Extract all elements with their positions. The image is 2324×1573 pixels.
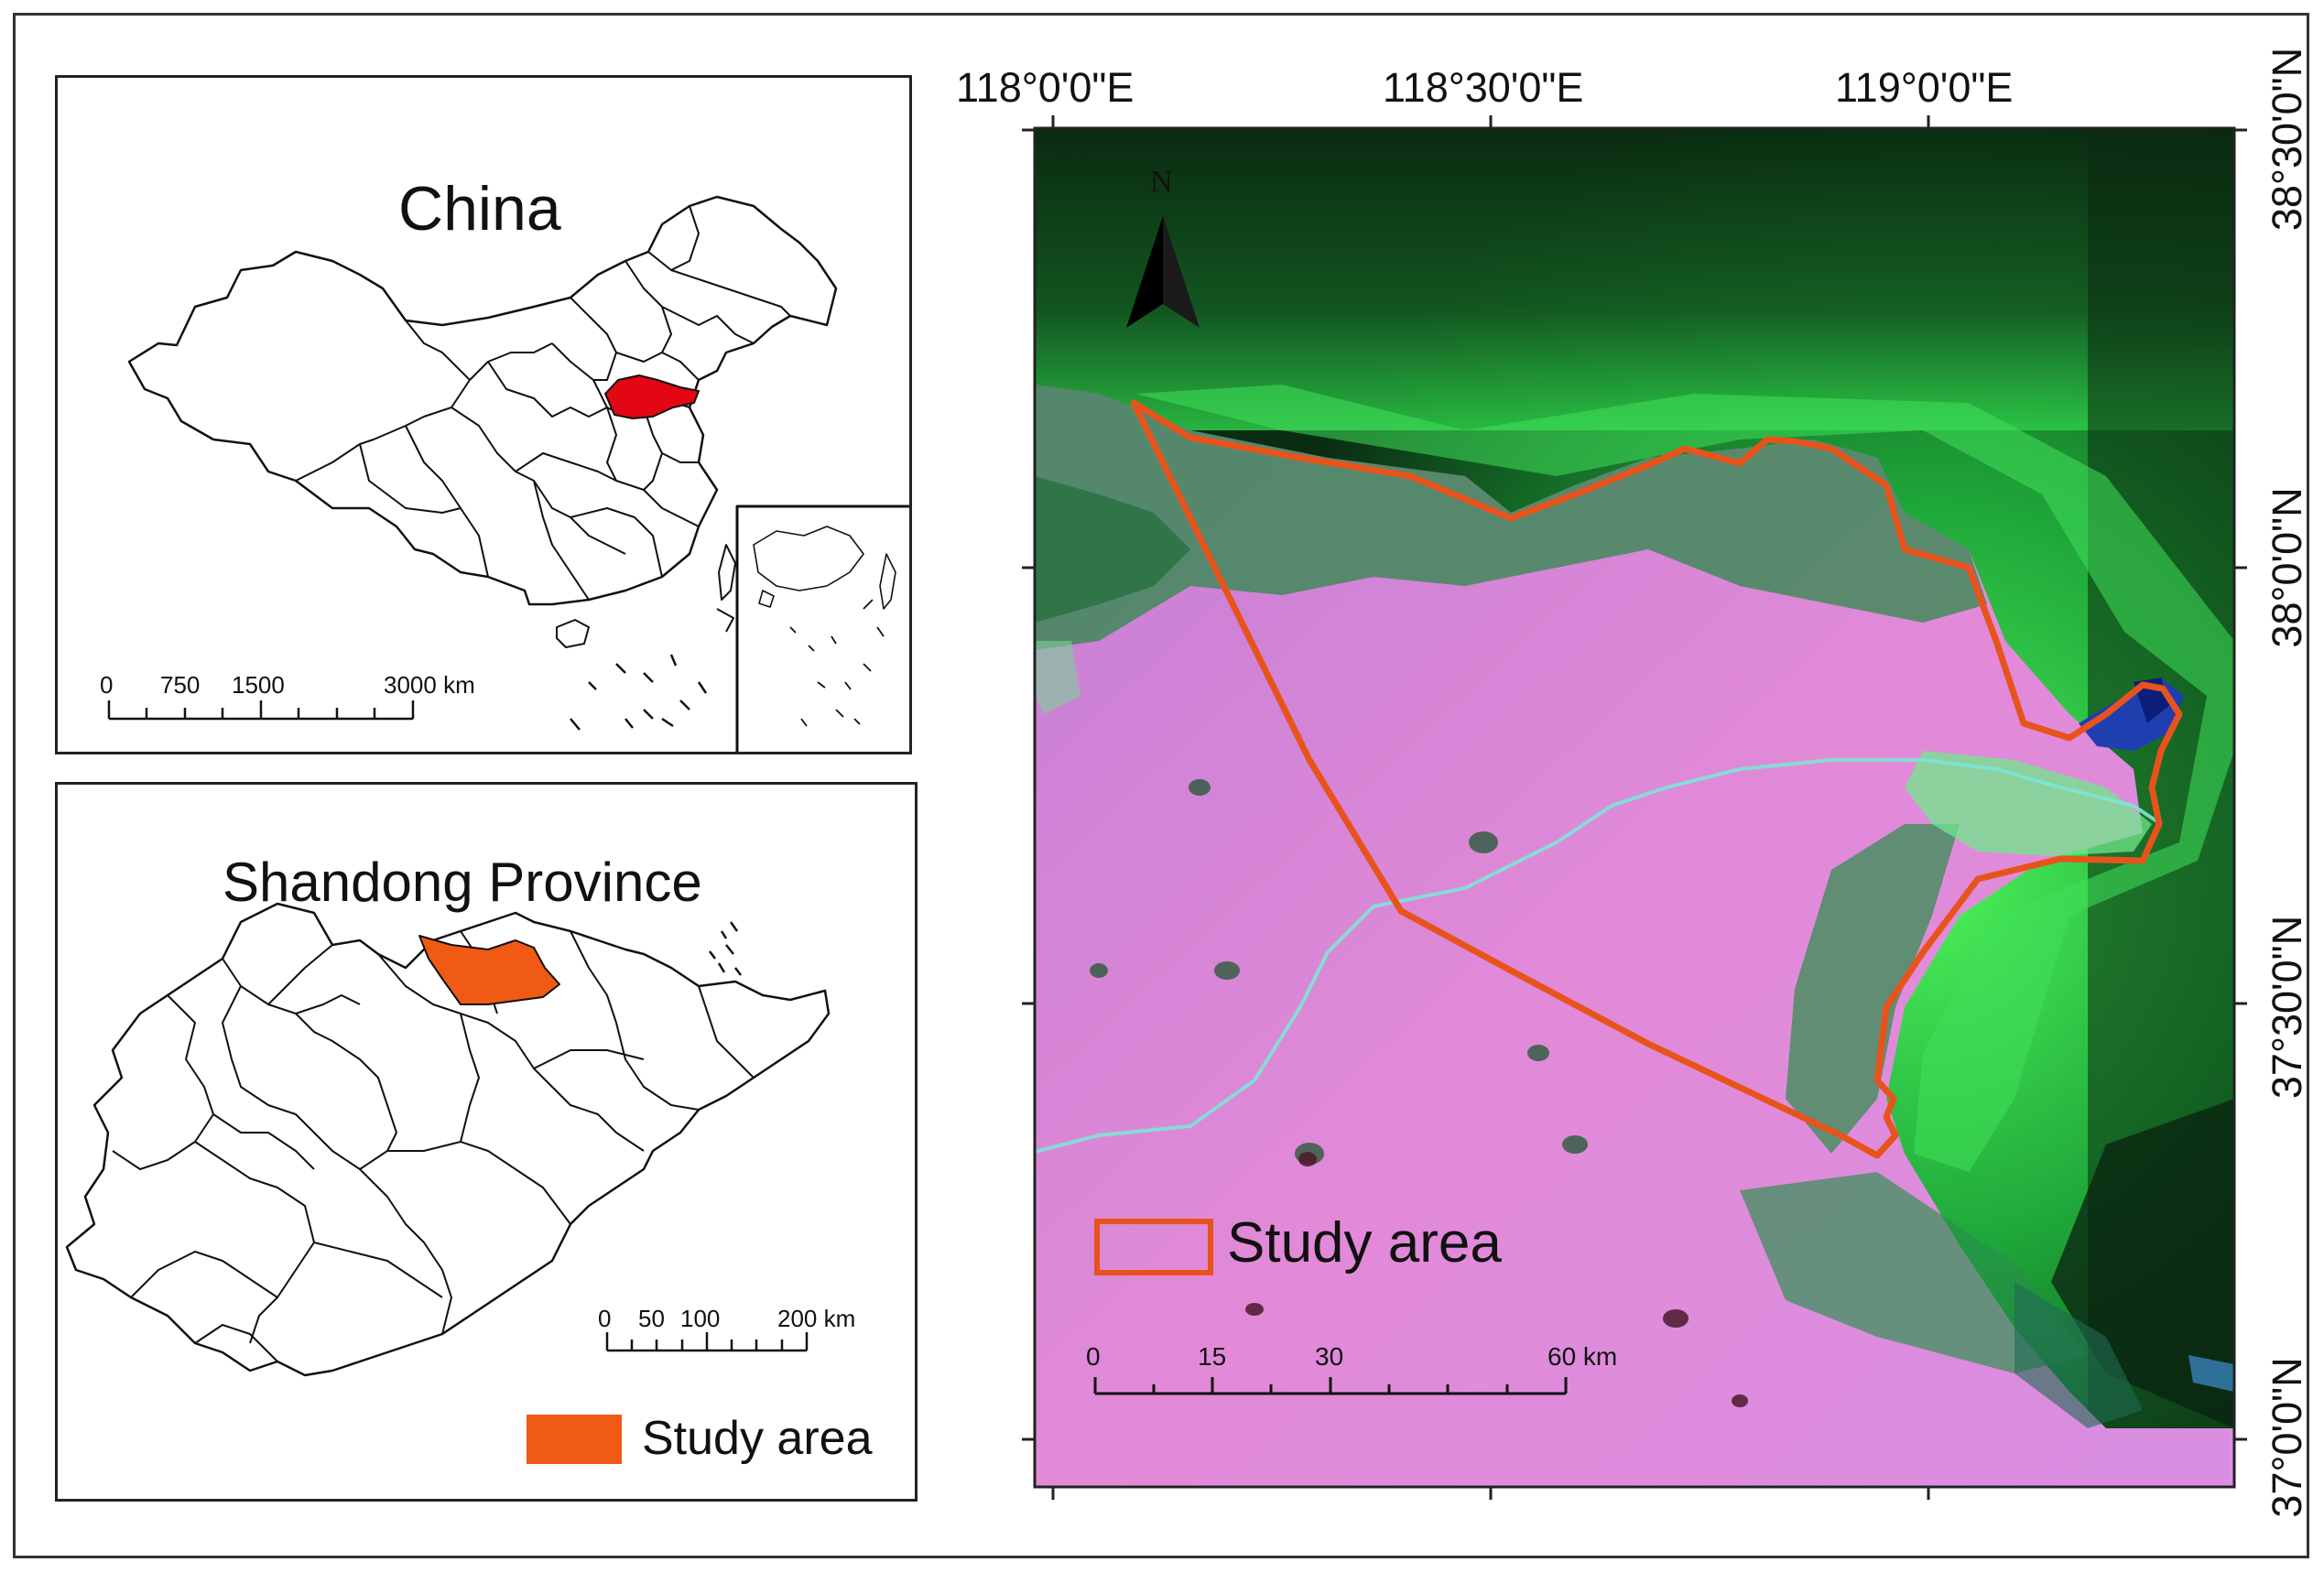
- shandong-outline-map: [65, 902, 831, 1377]
- china-scale-label-1500: 1500: [232, 671, 285, 699]
- china-outline-map: [107, 195, 909, 752]
- main-scale-label-15: 15: [1198, 1342, 1227, 1371]
- main-scale-label-60: 60 km: [1548, 1342, 1618, 1371]
- china-inset-panel: China: [55, 75, 912, 754]
- study-area-highlight: [418, 935, 560, 1005]
- figure-frame: [13, 13, 2309, 1558]
- study-area-boundary: [1130, 399, 2183, 1159]
- shandong-highlight: [604, 374, 700, 419]
- main-scale-label-30: 30: [1315, 1342, 1344, 1371]
- shandong-legend-swatch: [527, 1415, 622, 1464]
- china-scale-label-0: 0: [100, 671, 114, 699]
- north-label: N: [1150, 165, 1173, 199]
- china-scale-label-750: 750: [160, 671, 201, 699]
- main-legend-label: Study area: [1227, 1211, 1502, 1275]
- shandong-legend-label: Study area: [642, 1412, 873, 1465]
- shandong-inset-panel: Shandong Province: [55, 782, 918, 1502]
- main-scale-label-0: 0: [1086, 1342, 1101, 1371]
- lon-label-119-00: 119°0'0"E: [1835, 64, 2014, 111]
- north-arrow-icon: [1126, 216, 1200, 328]
- lon-label-118-30: 118°30'0"E: [1383, 64, 1584, 111]
- main-scale-bar: [1093, 1377, 1568, 1395]
- shandong-scale-label-100: 100: [680, 1305, 721, 1332]
- shandong-title: Shandong Province: [223, 852, 702, 913]
- shandong-scale-label-50: 50: [638, 1305, 665, 1332]
- china-scale-label-3000: 3000 km: [384, 671, 475, 699]
- shandong-scale-label-0: 0: [598, 1305, 612, 1332]
- lon-label-118-00: 118°0'0"E: [956, 64, 1135, 111]
- main-legend-swatch: [1094, 1219, 1213, 1275]
- china-title: China: [398, 174, 561, 244]
- shandong-scale-label-200: 200 km: [777, 1305, 856, 1332]
